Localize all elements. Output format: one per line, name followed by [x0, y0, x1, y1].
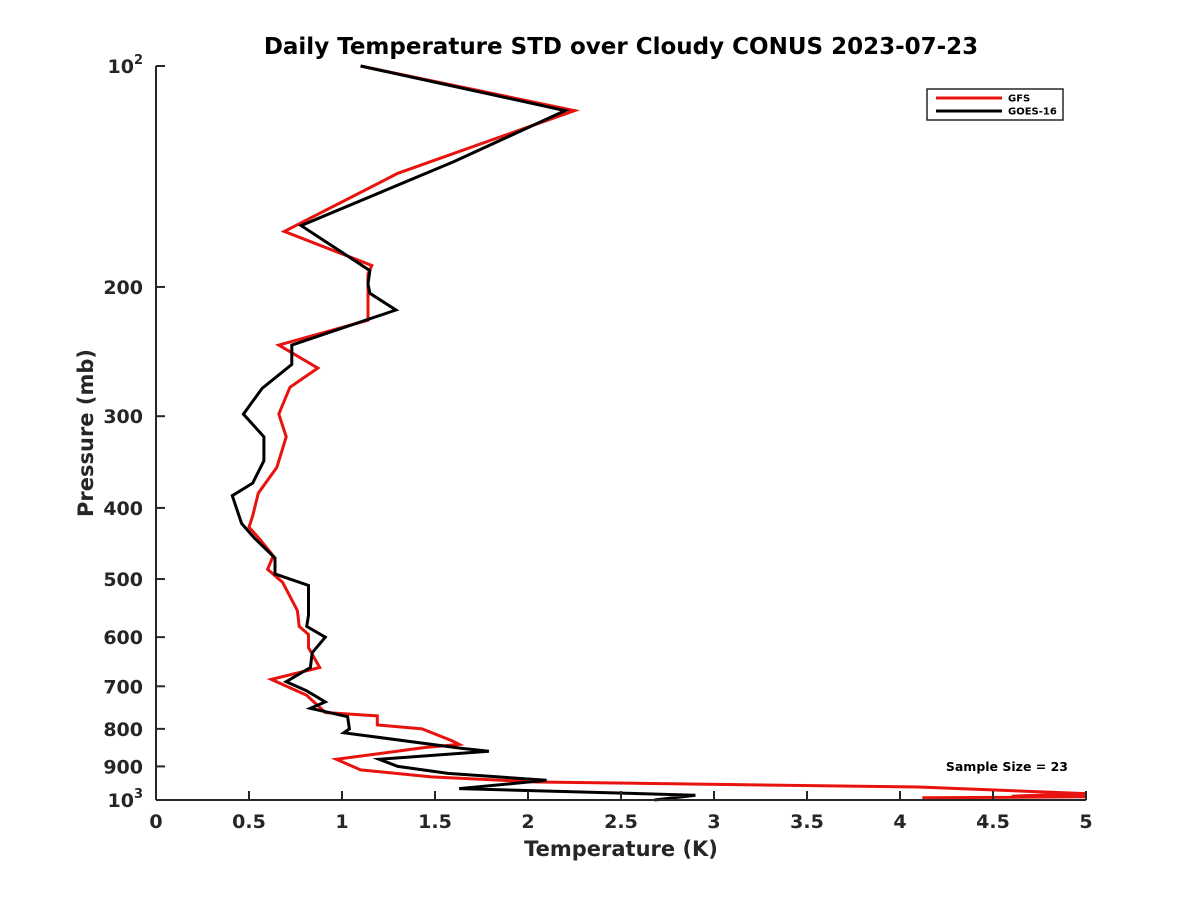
ticks-layer: 0 0.5 1 1.5 2 2.5 3 3.5 4 4.5 5 102 200 300 400 500 600 7…: [103, 53, 1092, 833]
y-tick-label: 400: [103, 498, 143, 520]
x-tick-label: 0: [149, 811, 162, 833]
x-tick-label: 2: [521, 811, 534, 833]
x-tick-label: 2.5: [604, 811, 638, 833]
x-tick-label: 4.5: [976, 811, 1010, 833]
x-axis-title: Temperature (K): [524, 837, 718, 861]
y-tick-label: 300: [103, 406, 143, 428]
series-layer: [230, 64, 1086, 802]
y-tick-label: 700: [103, 676, 143, 698]
y-tick-label: 800: [103, 719, 143, 741]
legend-label-goes-16: GOES-16: [1008, 107, 1057, 118]
y-tick-label: 103: [108, 787, 144, 812]
x-tick-label: 3: [707, 811, 720, 833]
series-line-gfs: [247, 64, 1086, 800]
sample-size-annotation: Sample Size = 23: [946, 759, 1068, 774]
y-tick-label: 200: [103, 277, 143, 299]
legend-label-gfs: GFS: [1008, 94, 1030, 105]
y-tick-label: 500: [103, 569, 143, 591]
x-tick-label: 4: [893, 811, 906, 833]
series-line-goes-16: [230, 64, 696, 802]
y-tick-label: 102: [108, 53, 144, 78]
chart-title: Daily Temperature STD over Cloudy CONUS …: [264, 34, 978, 60]
legend: GFS GOES-16: [926, 88, 1064, 121]
x-tick-label: 3.5: [790, 811, 824, 833]
x-tick-label: 1.5: [418, 811, 452, 833]
y-axis-title: Pressure (mb): [74, 349, 98, 517]
y-tick-label: 600: [103, 627, 143, 649]
x-tick-label: 0.5: [232, 811, 266, 833]
y-tick-label: 900: [103, 756, 143, 778]
x-tick-label: 5: [1079, 811, 1092, 833]
legend-box: [926, 88, 1064, 121]
x-tick-label: 1: [335, 811, 348, 833]
